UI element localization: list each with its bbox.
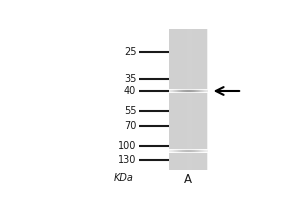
Text: 55: 55 bbox=[124, 106, 136, 116]
Text: 130: 130 bbox=[118, 155, 136, 165]
Text: 40: 40 bbox=[124, 86, 136, 96]
Text: 70: 70 bbox=[124, 121, 136, 131]
Text: 25: 25 bbox=[124, 47, 136, 57]
Text: 100: 100 bbox=[118, 141, 136, 151]
Text: 35: 35 bbox=[124, 74, 136, 84]
Text: A: A bbox=[184, 173, 192, 186]
Bar bbox=[169, 29, 207, 170]
Text: KDa: KDa bbox=[114, 173, 134, 183]
